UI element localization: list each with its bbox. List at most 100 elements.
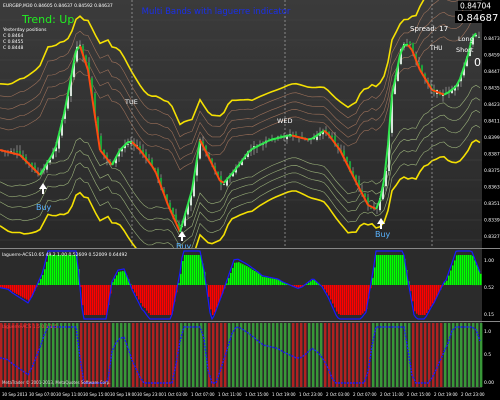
trend-stripe [28, 323, 31, 387]
histogram-bar [210, 285, 212, 310]
histogram-bar [326, 285, 328, 293]
histogram-bar [166, 285, 168, 315]
histogram-bar [312, 279, 314, 285]
laguerre-ma-segment [451, 85, 457, 91]
histogram-bar [112, 282, 114, 285]
price-axis[interactable] [482, 0, 500, 400]
time-axis-label: 2 Oct 15:00 [407, 392, 431, 397]
histogram-bar [156, 285, 158, 315]
time-axis-label: 2 Oct 07:00 [353, 392, 377, 397]
laguerre-ma-segment [395, 54, 401, 76]
histogram-bar [76, 255, 78, 285]
histogram-bar [98, 285, 100, 315]
histogram-bar [258, 273, 260, 285]
time-axis-label: 2 Oct 23:00 [461, 392, 485, 397]
histogram-bar [336, 285, 338, 312]
chart-title: Multi Bands with laguerre indicator [142, 7, 291, 17]
histogram-bar [398, 255, 400, 285]
histogram-bar [438, 285, 440, 294]
trend-stripe [224, 323, 227, 387]
histogram-bar [348, 285, 350, 315]
histogram-bar [474, 260, 476, 286]
trend-stripe [168, 323, 171, 387]
laguerre-ma-segment [135, 145, 141, 151]
trend-stripe [152, 323, 155, 387]
histogram-bar [378, 255, 380, 285]
histogram-bar [184, 255, 186, 285]
candlesticks [0, 31, 481, 233]
histogram-bar [344, 285, 346, 315]
trend-stripe [88, 323, 91, 387]
histogram-bar [192, 255, 194, 285]
laguerre-ma-segment [263, 140, 269, 144]
histogram-bar [394, 255, 396, 285]
histogram-bar [322, 285, 324, 287]
buy-label: Buy [375, 230, 391, 239]
laguerre-ma-segment [0, 149, 5, 152]
trend-stripe [116, 323, 119, 387]
laguerre-ma-segment [83, 57, 89, 71]
band-line [0, 139, 481, 273]
laguerre-ma-segment [367, 204, 373, 208]
histogram-bar [70, 255, 72, 285]
histogram-bar [228, 278, 230, 285]
trend-stripe [348, 323, 351, 387]
trend-stripe [308, 323, 311, 387]
histogram-bar [54, 255, 56, 285]
histogram-bar [332, 285, 334, 304]
laguerre-ma-segment [231, 168, 237, 175]
histogram-bar [62, 255, 64, 285]
time-axis-label: 1 Oct 15:00 [245, 392, 269, 397]
trend-stripe [228, 323, 231, 387]
histogram-bar [250, 268, 252, 285]
time-axis-label: 1 Oct 23:00 [299, 392, 323, 397]
histogram-bar [274, 279, 276, 285]
histogram-bar [466, 255, 468, 285]
lower-axis-label: 0.5 [484, 352, 491, 358]
histogram-bar [328, 285, 330, 296]
laguerre-ma-segment [311, 135, 317, 140]
day-label-tue: TUE [124, 98, 138, 106]
histogram-bar [262, 276, 264, 286]
histogram-bar [354, 285, 356, 315]
time-axis[interactable] [0, 388, 500, 400]
histogram-bar [366, 285, 368, 309]
histogram-bar [256, 272, 258, 286]
histogram-bar [260, 275, 262, 285]
laguerre-ma-segment [119, 145, 125, 151]
trend-stripe [420, 323, 423, 387]
histogram-bar [388, 255, 390, 285]
lower-panel-label: laguerre-ACS 1.5 0.1 1.5 [2, 324, 57, 330]
laguerre-ma-segment [175, 222, 181, 233]
histogram-bar [48, 255, 50, 285]
laguerre-ma-segment [319, 129, 325, 135]
laguerre-ma-segment [379, 179, 385, 201]
laguerre-ma-segment [339, 149, 345, 159]
laguerre-ma-segment [363, 196, 369, 206]
histogram-bar [44, 269, 46, 286]
time-axis-label: 30 Sep 15:00 [83, 392, 110, 397]
price-tag-bid [455, 11, 500, 23]
histogram-bar [444, 282, 446, 285]
band-line [0, 0, 425, 126]
histogram-bar [324, 285, 326, 290]
trend-stripe [212, 323, 215, 387]
time-axis-label: 2 Oct 11:00 [380, 392, 404, 397]
laguerre-ma-segment [323, 129, 329, 135]
band-line [0, 0, 459, 138]
trend-indicator: Trend: Up [21, 13, 74, 26]
histogram-bar [182, 261, 184, 285]
histogram-bar [472, 255, 474, 286]
laguerre-ma-segment [463, 54, 469, 68]
laguerre-ma-segment [151, 165, 157, 174]
trend-stripe [196, 323, 199, 387]
histogram-bar [214, 285, 216, 313]
trend-stripe [192, 323, 195, 387]
main-chart-panel[interactable] [0, 0, 482, 248]
laguerre-ma-segment [471, 32, 477, 39]
laguerre-ma-segment [283, 134, 289, 138]
